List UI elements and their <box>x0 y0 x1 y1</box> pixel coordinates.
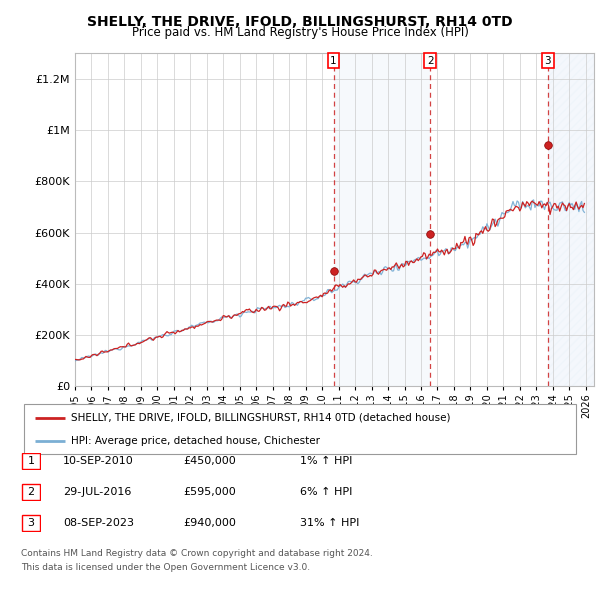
Text: 1% ↑ HPI: 1% ↑ HPI <box>300 457 352 466</box>
Text: 29-JUL-2016: 29-JUL-2016 <box>63 487 131 497</box>
Text: SHELLY, THE DRIVE, IFOLD, BILLINGSHURST, RH14 0TD: SHELLY, THE DRIVE, IFOLD, BILLINGSHURST,… <box>87 15 513 29</box>
FancyBboxPatch shape <box>22 453 40 470</box>
Text: 3: 3 <box>544 56 551 66</box>
Text: 3: 3 <box>28 518 34 527</box>
Text: SHELLY, THE DRIVE, IFOLD, BILLINGSHURST, RH14 0TD (detached house): SHELLY, THE DRIVE, IFOLD, BILLINGSHURST,… <box>71 412 451 422</box>
Bar <box>548 53 594 386</box>
Text: 1: 1 <box>28 457 34 466</box>
Text: 6% ↑ HPI: 6% ↑ HPI <box>300 487 352 497</box>
Text: £450,000: £450,000 <box>183 457 236 466</box>
Text: 31% ↑ HPI: 31% ↑ HPI <box>300 518 359 527</box>
Text: HPI: Average price, detached house, Chichester: HPI: Average price, detached house, Chic… <box>71 436 320 446</box>
FancyBboxPatch shape <box>22 514 40 531</box>
Text: Price paid vs. HM Land Registry's House Price Index (HPI): Price paid vs. HM Land Registry's House … <box>131 26 469 39</box>
Text: Contains HM Land Registry data © Crown copyright and database right 2024.: Contains HM Land Registry data © Crown c… <box>21 549 373 558</box>
Text: 2: 2 <box>427 56 434 66</box>
Text: 2: 2 <box>28 487 34 497</box>
Text: £595,000: £595,000 <box>183 487 236 497</box>
FancyBboxPatch shape <box>22 484 40 500</box>
Text: 10-SEP-2010: 10-SEP-2010 <box>63 457 134 466</box>
Bar <box>548 53 594 386</box>
Text: 08-SEP-2023: 08-SEP-2023 <box>63 518 134 527</box>
FancyBboxPatch shape <box>24 404 576 454</box>
Text: 1: 1 <box>330 56 337 66</box>
Text: This data is licensed under the Open Government Licence v3.0.: This data is licensed under the Open Gov… <box>21 563 310 572</box>
Bar <box>334 53 430 386</box>
Text: £940,000: £940,000 <box>183 518 236 527</box>
